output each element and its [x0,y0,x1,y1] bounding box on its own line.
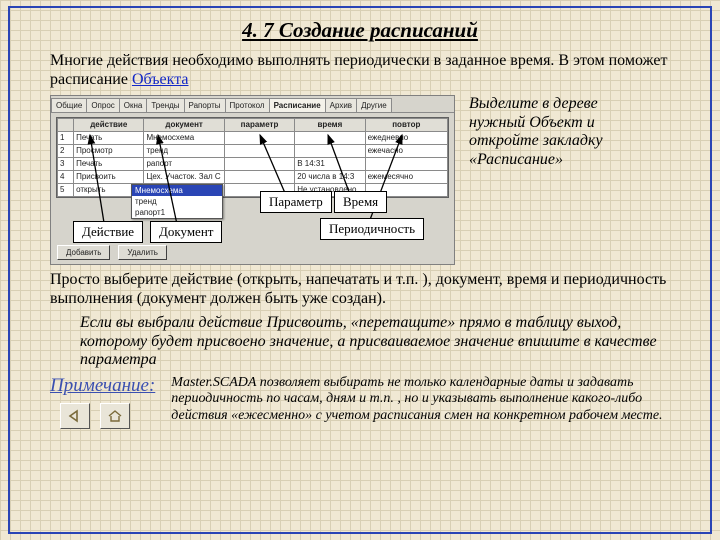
add-button[interactable]: Добавить [57,245,110,260]
table-row[interactable]: 3Печатьрапорт В 14:31 [58,158,448,171]
callout-param: Параметр [260,191,332,213]
note-label: Примечание: [50,375,155,397]
callout-time: Время [334,191,387,213]
tab-Расписание[interactable]: Расписание [269,98,326,112]
cell[interactable] [224,171,294,184]
dropdown-item[interactable]: тренд [132,196,222,207]
table-row[interactable]: 5открытьМнемосхемаНе установлено [58,184,448,197]
cell[interactable]: Просмотр [74,145,144,158]
row-number[interactable]: 4 [58,171,74,184]
intro-paragraph: Многие действия необходимо выполнять пер… [50,51,670,89]
row-number[interactable]: 5 [58,184,74,197]
cell[interactable]: В 14:31 [295,158,365,171]
cell[interactable] [295,145,365,158]
document-dropdown[interactable]: Мнемосхема тренд рапорт1 [131,184,223,219]
row-number[interactable]: 3 [58,158,74,171]
button-bar: Добавить Удалить [57,245,167,260]
tab-Общие[interactable]: Общие [51,98,87,112]
table-row[interactable]: 2Просмотртренд ежечасно [58,145,448,158]
cell[interactable]: ежечасно [365,145,447,158]
cell[interactable]: ежемесячно [365,171,447,184]
table-row[interactable]: 4ПрисвоитьЦех. Участок. Зал С 20 числа в … [58,171,448,184]
schedule-grid: действиедокументпараметрвремяповтор1Печа… [56,117,449,198]
tab-Другие[interactable]: Другие [356,98,392,112]
note-row: Примечание: Master.SCADA позволяет выбир… [50,375,670,429]
cell[interactable]: ежедневно [365,132,447,145]
callout-action: Действие [73,221,143,243]
cell[interactable]: Печать [74,158,144,171]
cell[interactable] [295,132,365,145]
object-link[interactable]: Объекта [132,71,189,88]
dropdown-selected[interactable]: Мнемосхема [132,185,222,196]
paragraph-2: Просто выберите действие (открыть, напеч… [50,271,670,308]
screenshot-figure: ОбщиеОпросОкнаТрендыРапортыПротоколРаспи… [50,95,455,265]
page-title: 4. 7 Создание расписаний [50,18,670,43]
nav-icons [60,403,155,429]
col-header: повтор [365,119,447,132]
paragraph-3: Если вы выбрали действие Присвоить, «пер… [80,314,670,369]
cell[interactable]: тренд [144,145,224,158]
col-header: время [295,119,365,132]
tab-Архив[interactable]: Архив [325,98,357,112]
cell[interactable] [365,158,447,171]
col-header: параметр [224,119,294,132]
tab-Тренды[interactable]: Тренды [146,98,184,112]
col-header: действие [74,119,144,132]
back-icon[interactable] [60,403,90,429]
cell[interactable] [224,132,294,145]
table-row[interactable]: 1ПечатьМнемосхема ежедневно [58,132,448,145]
tab-Окна[interactable]: Окна [119,98,148,112]
col-header: документ [144,119,224,132]
cell[interactable] [224,145,294,158]
cell[interactable]: Присвоить [74,171,144,184]
tab-Рапорты[interactable]: Рапорты [184,98,226,112]
side-instruction: Выделите в дереве нужный Объект и открой… [469,95,639,169]
cell[interactable]: рапорт [144,158,224,171]
tab-strip: ОбщиеОпросОкнаТрендыРапортыПротоколРаспи… [51,96,454,113]
tab-Протокол[interactable]: Протокол [225,98,270,112]
callout-document: Документ [150,221,222,243]
row-number[interactable]: 1 [58,132,74,145]
dropdown-item[interactable]: рапорт1 [132,207,222,218]
cell[interactable]: Печать [74,132,144,145]
tab-Опрос[interactable]: Опрос [86,98,119,112]
cell[interactable]: 20 числа в 14:3 [295,171,365,184]
delete-button[interactable]: Удалить [118,245,167,260]
note-body: Master.SCADA позволяет выбирать не тольк… [171,375,670,423]
cell[interactable] [224,158,294,171]
col-header [58,119,74,132]
row-number[interactable]: 2 [58,145,74,158]
callout-period: Периодичность [320,218,424,240]
home-icon[interactable] [100,403,130,429]
cell[interactable]: Мнемосхема [144,132,224,145]
cell[interactable]: Цех. Участок. Зал С [144,171,224,184]
slide-content: 4. 7 Создание расписаний Многие действия… [10,8,710,532]
